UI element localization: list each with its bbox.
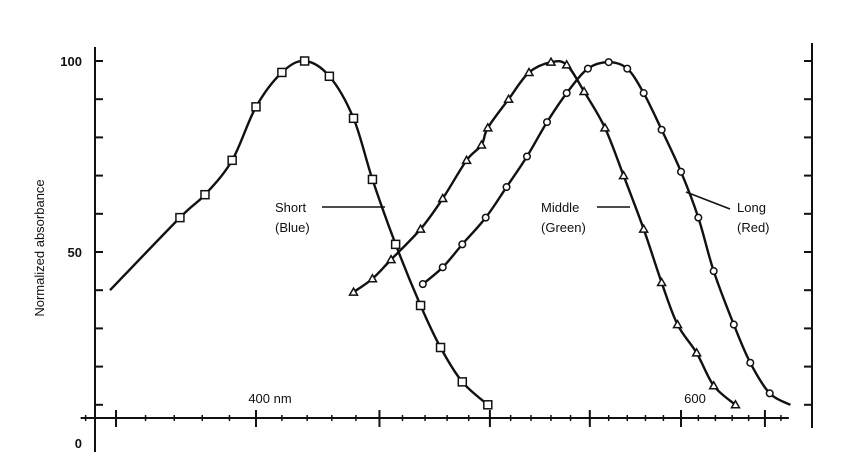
- data-point-circle: [502, 183, 511, 192]
- y-tick-label: 0: [75, 436, 82, 451]
- series-labels: Short (Blue) Middle (Green) Long (Red): [275, 191, 770, 235]
- data-point-triangle: [415, 223, 426, 233]
- data-point-triangle: [599, 122, 611, 132]
- x-tick-label: 600: [684, 391, 706, 406]
- series-label-line2: (Green): [541, 220, 586, 235]
- series-label-line2: (Red): [737, 220, 770, 235]
- series-label-line1: Short: [275, 200, 306, 215]
- leader-line: [685, 191, 731, 210]
- data-point-circle: [765, 389, 774, 398]
- data-point-circle: [694, 213, 703, 222]
- series-label-line1: Long: [737, 200, 766, 215]
- series-label-line2: (Blue): [275, 220, 310, 235]
- data-point-triangle: [672, 319, 683, 329]
- data-point-triangle: [618, 170, 629, 180]
- y-axis-label: Normalized absorbance: [32, 179, 47, 316]
- data-point-square: [435, 342, 446, 353]
- data-point-triangle: [545, 56, 557, 66]
- data-point-triangle: [638, 223, 649, 233]
- data-point-square: [299, 56, 310, 66]
- data-point-square: [415, 300, 426, 311]
- data-point-circle: [542, 118, 552, 127]
- data-point-square: [200, 189, 210, 200]
- data-point-triangle: [730, 399, 741, 409]
- data-point-square: [483, 400, 493, 410]
- data-point-circle: [583, 64, 592, 73]
- data-point-triangle: [561, 59, 572, 69]
- data-point-triangle: [691, 347, 702, 357]
- y-tick-label: 100: [60, 54, 82, 69]
- data-point-circle: [562, 89, 571, 98]
- data-point-square: [390, 239, 401, 250]
- data-point-triangle: [476, 139, 487, 149]
- data-point-triangle: [367, 273, 378, 283]
- data-point-triangle: [523, 66, 535, 77]
- data-point-square: [324, 71, 335, 82]
- data-point-circle: [418, 280, 427, 289]
- axes: 100 50 0 400 nm 600: [60, 43, 813, 452]
- data-point-triangle: [385, 254, 397, 264]
- data-point-circle: [438, 263, 447, 272]
- data-point-square: [175, 212, 185, 223]
- data-point-triangle: [656, 277, 667, 287]
- data-point-circle: [729, 320, 738, 329]
- data-point-circle: [458, 240, 467, 249]
- data-point-circle: [746, 358, 755, 367]
- data-point-circle: [676, 167, 686, 176]
- curve-circle: [422, 60, 791, 406]
- data-point-square: [457, 377, 468, 387]
- data-point-circle: [522, 152, 532, 161]
- markers: [175, 56, 774, 410]
- data-point-circle: [481, 213, 490, 222]
- data-point-triangle: [578, 86, 590, 96]
- data-point-triangle: [437, 193, 449, 203]
- data-point-square: [348, 113, 359, 124]
- y-tick-label: 50: [68, 245, 82, 260]
- data-point-square: [367, 174, 378, 185]
- data-point-triangle: [503, 93, 514, 103]
- data-point-triangle: [482, 122, 494, 132]
- x-tick-label: 400 nm: [248, 391, 291, 406]
- data-point-circle: [709, 267, 718, 276]
- curves: [109, 59, 791, 406]
- data-point-triangle: [348, 286, 359, 296]
- data-point-triangle: [708, 380, 719, 390]
- data-point-circle: [657, 125, 666, 134]
- data-point-square: [251, 102, 261, 112]
- data-point-circle: [604, 58, 613, 67]
- data-point-circle: [623, 64, 632, 73]
- data-point-square: [277, 67, 287, 78]
- data-point-triangle: [461, 154, 472, 165]
- data-point-square: [227, 155, 237, 166]
- data-point-circle: [639, 89, 648, 98]
- series-label-line1: Middle: [541, 200, 579, 215]
